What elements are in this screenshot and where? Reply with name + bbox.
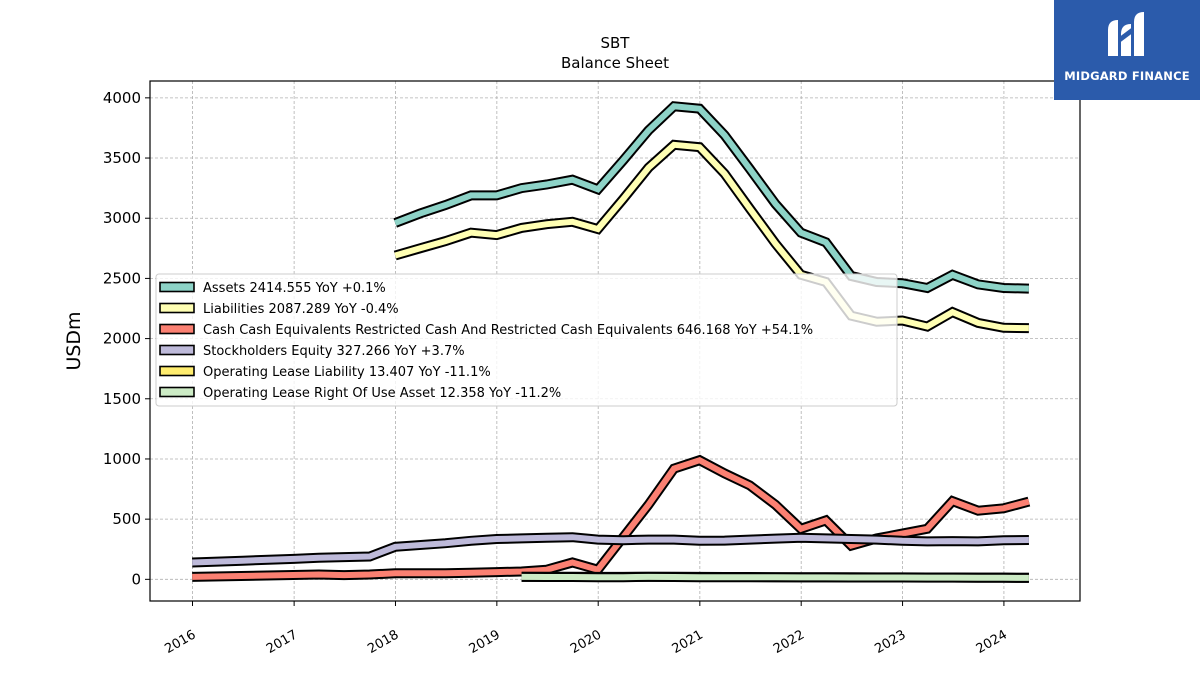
y-tick-label: 3500	[103, 149, 141, 167]
legend-swatch	[159, 386, 195, 398]
legend-entry-label: Operating Lease Right Of Use Asset 12.35…	[203, 386, 561, 401]
y-tick-label: 4000	[103, 89, 141, 107]
legend-box	[155, 273, 898, 407]
x-tick-label: 2020	[568, 627, 604, 657]
midgard-m-logo-icon	[1108, 12, 1144, 56]
series-line-core	[521, 573, 1029, 581]
y-axis-label: USDm	[63, 311, 85, 370]
x-tick-label: 2016	[162, 627, 198, 657]
legend-swatch	[159, 323, 195, 335]
brand-logo: MIDGARD FINANCE	[1054, 0, 1200, 100]
x-tick-label: 2023	[872, 627, 908, 657]
series-line	[393, 101, 1030, 294]
series-lines	[192, 101, 1031, 583]
y-tick-label: 1500	[103, 390, 141, 408]
legend-entry-label: Liabilities 2087.289 YoY -0.4%	[203, 302, 399, 317]
legend-entry-label: Cash Cash Equivalents Restricted Cash An…	[203, 323, 813, 338]
plot-frame	[149, 80, 1081, 602]
legend-entry-label: Operating Lease Liability 13.407 YoY -11…	[203, 365, 491, 380]
x-tick-label: 2017	[264, 627, 300, 657]
x-tick-label: 2022	[771, 627, 807, 657]
legend-entry-label: Stockholders Equity 327.266 YoY +3.7%	[203, 344, 465, 359]
legend-swatch	[159, 302, 195, 314]
series-line-core	[394, 141, 1029, 332]
y-tick-label: 0	[131, 570, 141, 588]
y-tick-label: 3000	[103, 209, 141, 227]
brand-name: MIDGARD FINANCE	[1064, 69, 1190, 83]
series-line-core	[192, 534, 1029, 566]
legend-swatch	[159, 365, 195, 377]
series-line	[521, 571, 1029, 583]
legend-entry-label: Assets 2414.555 YoY +0.1%	[203, 281, 386, 296]
x-tick-label: 2021	[670, 627, 706, 657]
legend-swatch	[159, 281, 195, 293]
x-tick-label: 2024	[974, 627, 1010, 657]
y-tick-label: 500	[112, 510, 141, 528]
x-tick-label: 2018	[365, 627, 401, 657]
series-line	[393, 139, 1029, 334]
y-tick-label: 1000	[103, 450, 141, 468]
y-tick-label: 2000	[103, 330, 141, 348]
series-line-core	[394, 103, 1029, 292]
x-tick-label: 2019	[467, 627, 503, 657]
y-tick-label: 2500	[103, 269, 141, 287]
legend: Assets 2414.555 YoY +0.1% Liabilities 208…	[155, 273, 898, 407]
legend-swatch	[159, 344, 195, 356]
series-line-core	[192, 456, 1030, 580]
series-line	[192, 454, 1031, 582]
chart-title: SBT	[601, 34, 631, 52]
series-line	[192, 532, 1029, 568]
chart-subtitle: Balance Sheet	[561, 54, 669, 72]
